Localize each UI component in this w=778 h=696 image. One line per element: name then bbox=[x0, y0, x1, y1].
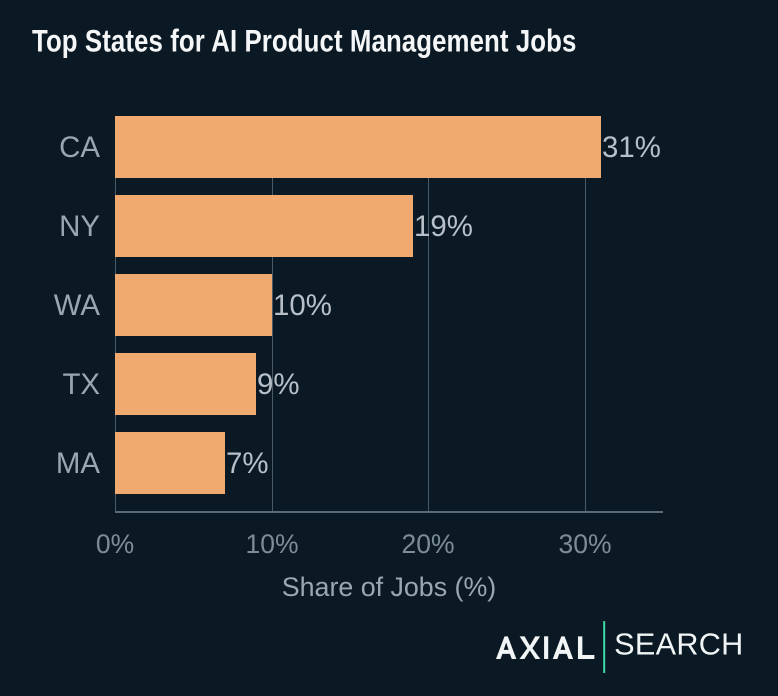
svg-text:SEARCH: SEARCH bbox=[614, 627, 741, 661]
